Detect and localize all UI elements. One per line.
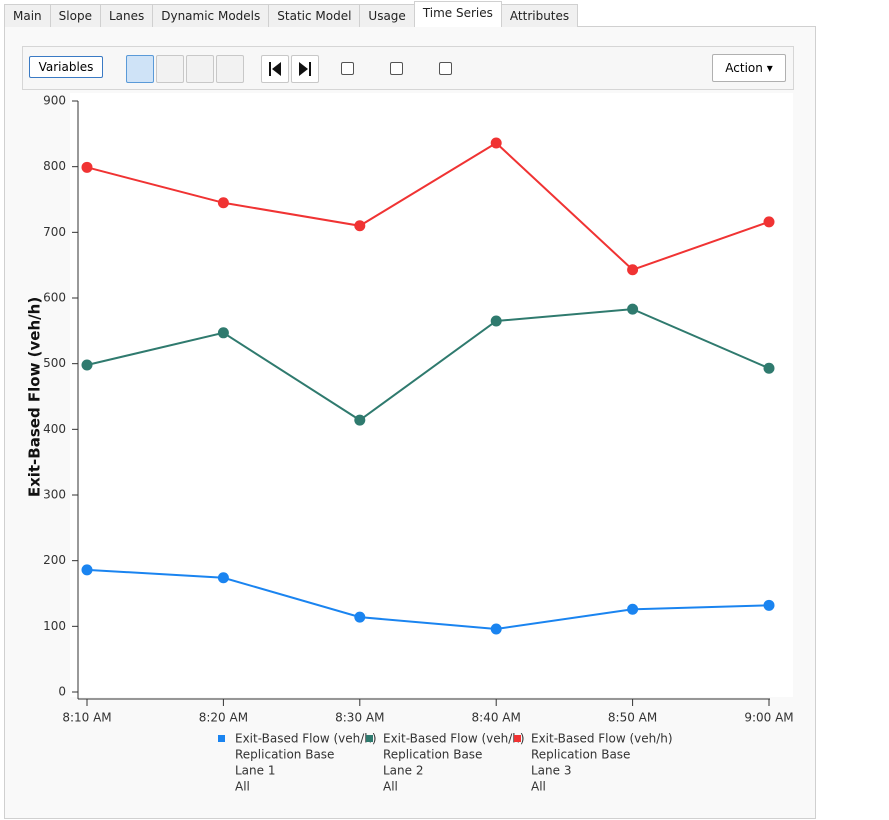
last-glyph <box>299 62 311 76</box>
tab[interactable]: Attributes <box>500 4 579 27</box>
tab[interactable]: Slope <box>49 4 101 27</box>
grid-icon[interactable] <box>216 55 244 83</box>
tab-strip: Main Slope Lanes Dynamic Models Static Model… <box>4 1 579 27</box>
line-chart-icon[interactable] <box>126 55 154 83</box>
action-button[interactable]: Action ▾ <box>712 54 786 82</box>
add-chart-icon[interactable] <box>186 55 214 83</box>
checkbox[interactable] <box>439 62 452 75</box>
toolbar: Variables Action ▾ <box>22 46 794 90</box>
action-label: Action <box>725 61 763 75</box>
checkbox[interactable] <box>341 62 354 75</box>
last-button[interactable] <box>291 55 319 83</box>
tab[interactable]: Main <box>4 4 51 27</box>
tab[interactable]: Time Series <box>413 1 502 27</box>
first-button[interactable] <box>261 55 289 83</box>
tab[interactable]: Lanes <box>99 4 154 27</box>
tab[interactable]: Dynamic Models <box>152 4 270 27</box>
first-glyph <box>269 62 281 76</box>
area-chart-icon[interactable] <box>156 55 184 83</box>
tab[interactable]: Static Model <box>268 4 361 27</box>
tab[interactable]: Usage <box>359 4 415 27</box>
variables-button[interactable]: Variables <box>29 56 103 78</box>
checkbox[interactable] <box>390 62 403 75</box>
panel <box>4 26 816 819</box>
